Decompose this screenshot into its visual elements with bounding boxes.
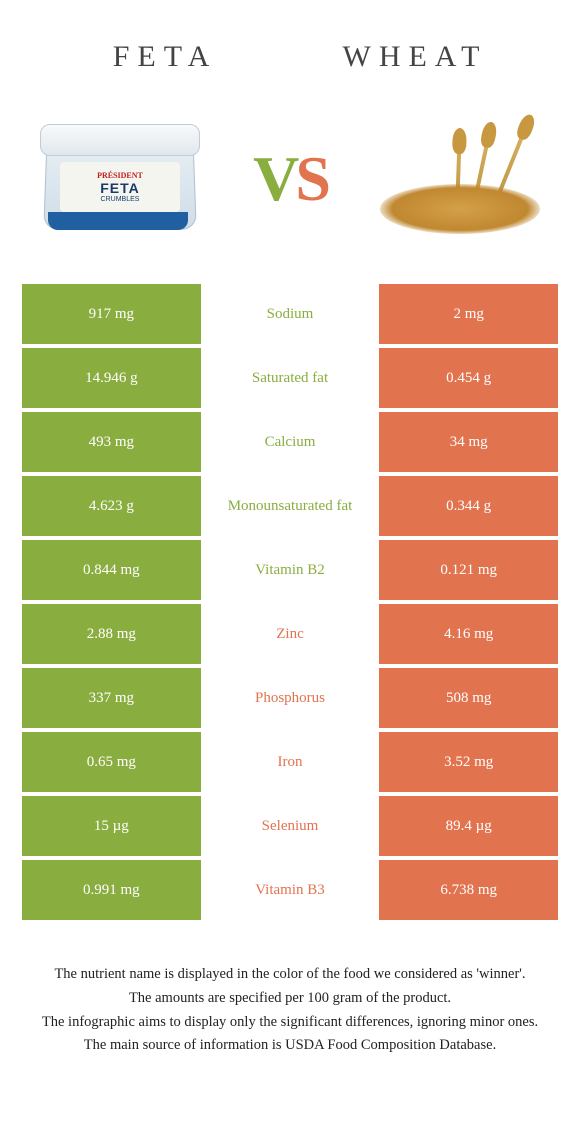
right-value-cell: 89.4 µg <box>379 796 558 856</box>
footer-text: The nutrient name is displayed in the co… <box>0 924 580 1079</box>
table-row: 493 mgCalcium34 mg <box>22 412 558 472</box>
left-value-cell: 14.946 g <box>22 348 201 408</box>
table-row: 0.991 mgVitamin B36.738 mg <box>22 860 558 920</box>
vs-letter-v: V <box>253 142 295 216</box>
nutrient-label-cell: Phosphorus <box>201 668 380 728</box>
feta-main-label: FETA <box>100 180 140 196</box>
header-row: FETA WHEAT <box>0 0 580 94</box>
table-row: 2.88 mgZinc4.16 mg <box>22 604 558 664</box>
table-row: 14.946 gSaturated fat0.454 g <box>22 348 558 408</box>
nutrient-label-cell: Saturated fat <box>201 348 380 408</box>
feta-brand-label: PRÉSIDENT <box>97 171 143 180</box>
nutrient-label-cell: Zinc <box>201 604 380 664</box>
header-right-title: WHEAT <box>290 40 540 74</box>
nutrient-label-cell: Sodium <box>201 284 380 344</box>
nutrient-table: 917 mgSodium2 mg14.946 gSaturated fat0.4… <box>0 284 580 920</box>
table-row: 15 µgSelenium89.4 µg <box>22 796 558 856</box>
footer-line-1: The nutrient name is displayed in the co… <box>22 964 558 986</box>
table-row: 337 mgPhosphorus508 mg <box>22 668 558 728</box>
nutrient-label-cell: Selenium <box>201 796 380 856</box>
right-value-cell: 0.344 g <box>379 476 558 536</box>
images-row: PRÉSIDENT FETA CRUMBLES VS <box>0 94 580 284</box>
nutrient-label-cell: Vitamin B3 <box>201 860 380 920</box>
header-left-title: FETA <box>40 40 290 74</box>
right-value-cell: 2 mg <box>379 284 558 344</box>
left-value-cell: 4.623 g <box>22 476 201 536</box>
right-value-cell: 3.52 mg <box>379 732 558 792</box>
feta-sub-label: CRUMBLES <box>101 196 140 203</box>
table-row: 4.623 gMonounsaturated fat0.344 g <box>22 476 558 536</box>
footer-line-3: The infographic aims to display only the… <box>22 1012 558 1034</box>
right-value-cell: 0.121 mg <box>379 540 558 600</box>
right-product-image <box>360 104 560 254</box>
right-value-cell: 0.454 g <box>379 348 558 408</box>
left-value-cell: 337 mg <box>22 668 201 728</box>
right-value-cell: 508 mg <box>379 668 558 728</box>
left-value-cell: 0.844 mg <box>22 540 201 600</box>
vs-letter-s: S <box>295 142 327 216</box>
right-value-cell: 6.738 mg <box>379 860 558 920</box>
nutrient-label-cell: Monounsaturated fat <box>201 476 380 536</box>
table-row: 0.844 mgVitamin B20.121 mg <box>22 540 558 600</box>
nutrient-label-cell: Vitamin B2 <box>201 540 380 600</box>
nutrient-label-cell: Calcium <box>201 412 380 472</box>
footer-line-2: The amounts are specified per 100 gram o… <box>22 988 558 1010</box>
left-value-cell: 493 mg <box>22 412 201 472</box>
right-value-cell: 4.16 mg <box>379 604 558 664</box>
left-product-image: PRÉSIDENT FETA CRUMBLES <box>20 104 220 254</box>
right-value-cell: 34 mg <box>379 412 558 472</box>
left-value-cell: 2.88 mg <box>22 604 201 664</box>
left-value-cell: 917 mg <box>22 284 201 344</box>
vs-label: VS <box>253 142 327 216</box>
left-value-cell: 0.991 mg <box>22 860 201 920</box>
footer-line-4: The main source of information is USDA F… <box>22 1035 558 1057</box>
table-row: 0.65 mgIron3.52 mg <box>22 732 558 792</box>
nutrient-label-cell: Iron <box>201 732 380 792</box>
table-row: 917 mgSodium2 mg <box>22 284 558 344</box>
left-value-cell: 15 µg <box>22 796 201 856</box>
left-value-cell: 0.65 mg <box>22 732 201 792</box>
wheat-pile-icon <box>380 184 540 234</box>
